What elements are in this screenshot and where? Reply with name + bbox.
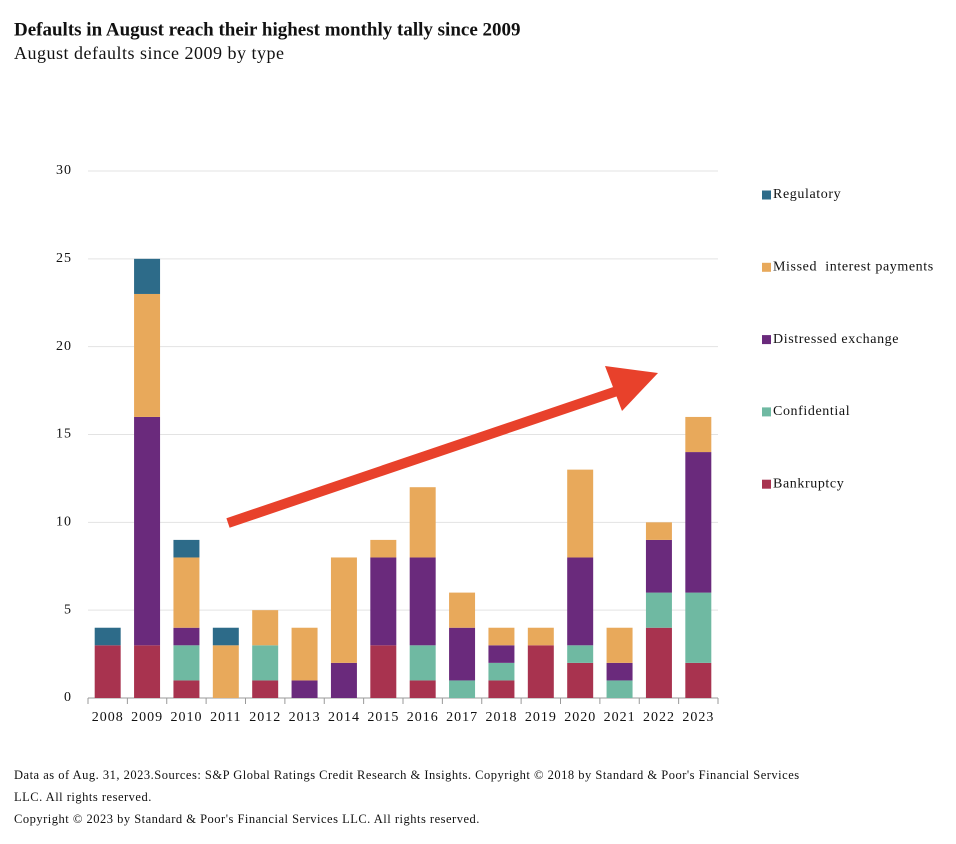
bar-segment <box>606 662 633 681</box>
bar-segment <box>645 522 672 540</box>
bar-segment <box>330 557 357 663</box>
legend-label: Missed interest payments <box>773 260 934 275</box>
bar-segment <box>488 627 515 646</box>
bar-segment <box>645 539 672 593</box>
bar-segment <box>606 680 633 698</box>
bar-segment <box>449 627 476 681</box>
bar-segment <box>212 645 239 698</box>
chart: Defaults in August reach their highest m… <box>14 19 934 725</box>
legend-label: Confidential <box>773 404 850 419</box>
legend-swatch <box>762 335 771 345</box>
x-tick-label: 2017 <box>446 710 478 725</box>
bar-segment <box>252 610 279 646</box>
bar-segment <box>685 662 712 698</box>
x-tick-label: 2011 <box>210 710 241 725</box>
legend-label: Regulatory <box>773 187 841 202</box>
x-tick-label: 2015 <box>367 710 399 725</box>
note: Data as of Aug. 31, 2023.Sources: S&P Gl… <box>14 768 800 804</box>
y-tick-label: 5 <box>64 602 72 617</box>
bar-segment <box>567 469 594 558</box>
bar-segment <box>173 680 200 698</box>
bar-segment <box>409 557 436 646</box>
bar-segment <box>173 645 200 681</box>
y-tick-label: 10 <box>56 515 72 530</box>
note: Copyright © 2023 by Standard & Poor's Fi… <box>14 812 480 826</box>
bar-segment <box>370 557 397 646</box>
x-tick-label: 2010 <box>170 710 202 725</box>
arrow-head <box>605 366 658 411</box>
trend-arrow <box>226 366 658 528</box>
y-tick-label: 15 <box>56 427 72 442</box>
bar-segment <box>527 645 554 698</box>
y-tick-label: 25 <box>56 251 72 266</box>
x-tick-label: 2023 <box>682 710 714 725</box>
x-tick-label: 2009 <box>131 710 163 725</box>
bar-segment <box>173 627 200 646</box>
bar-segment <box>134 258 161 294</box>
bar-segment <box>252 680 279 698</box>
chart-subtitle: August defaults since 2009 by type <box>14 43 284 63</box>
bar-segment <box>685 592 712 663</box>
legend-label: Distressed exchange <box>773 332 899 347</box>
bar-segment <box>409 487 436 558</box>
x-tick-label: 2013 <box>289 710 321 725</box>
x-tick-label: 2022 <box>643 710 675 725</box>
x-tick-label: 2008 <box>92 710 124 725</box>
notes: Data as of Aug. 31, 2023.Sources: S&P Gl… <box>14 764 804 830</box>
bar-segment <box>370 539 397 558</box>
bar-segment <box>252 645 279 681</box>
plot: 0 5 10 15 20 25 30 2008 2009 2010 2011 2012 2013 2014… <box>56 163 934 725</box>
bar-segment <box>488 662 515 681</box>
bar-segment <box>94 627 121 646</box>
x-tick-label: 2012 <box>249 710 281 725</box>
bar-segment <box>94 645 121 698</box>
bar-segment <box>330 662 357 698</box>
bar-segment <box>488 680 515 698</box>
bar-segment <box>370 645 397 698</box>
bar-segment <box>567 645 594 663</box>
x-tick-label: 2018 <box>485 710 517 725</box>
bar-segment <box>409 645 436 681</box>
legend-label: Bankruptcy <box>773 476 844 491</box>
y-tick-label: 20 <box>56 339 72 354</box>
x-tick-label: 2021 <box>604 710 636 725</box>
bar-segment <box>488 645 515 663</box>
legend-swatch <box>762 407 771 417</box>
bar-segment <box>134 416 161 646</box>
bar-segment <box>291 627 318 681</box>
bar-segment <box>173 557 200 628</box>
bar-segment <box>645 627 672 698</box>
bar-segment <box>645 592 672 628</box>
x-tick-label: 2014 <box>328 710 360 725</box>
y-tick-label: 30 <box>56 163 72 178</box>
legend-swatch <box>762 262 771 272</box>
legend-swatch <box>762 479 771 489</box>
bar-segment <box>134 645 161 698</box>
x-tick-label: 2020 <box>564 710 596 725</box>
chart-title: Defaults in August reach their highest m… <box>14 19 521 40</box>
bar-segment <box>685 452 712 593</box>
bar-segment <box>567 662 594 698</box>
bar-segment <box>567 557 594 646</box>
bar-segment <box>685 416 712 453</box>
bar-segment <box>449 680 476 698</box>
bar-segment <box>449 592 476 628</box>
bar-segment <box>606 627 633 663</box>
y-tick-label: 0 <box>64 690 72 705</box>
x-tick-label: 2019 <box>525 710 557 725</box>
bar-segment <box>173 539 200 558</box>
arrow-shaft <box>226 385 622 528</box>
bar-segment <box>212 627 239 646</box>
legend-swatch <box>762 190 771 200</box>
bar-segment <box>291 680 318 698</box>
x-tick-label: 2016 <box>407 710 439 725</box>
bar-segment <box>134 293 161 417</box>
bar-segment <box>527 627 554 646</box>
bar-segment <box>409 680 436 698</box>
